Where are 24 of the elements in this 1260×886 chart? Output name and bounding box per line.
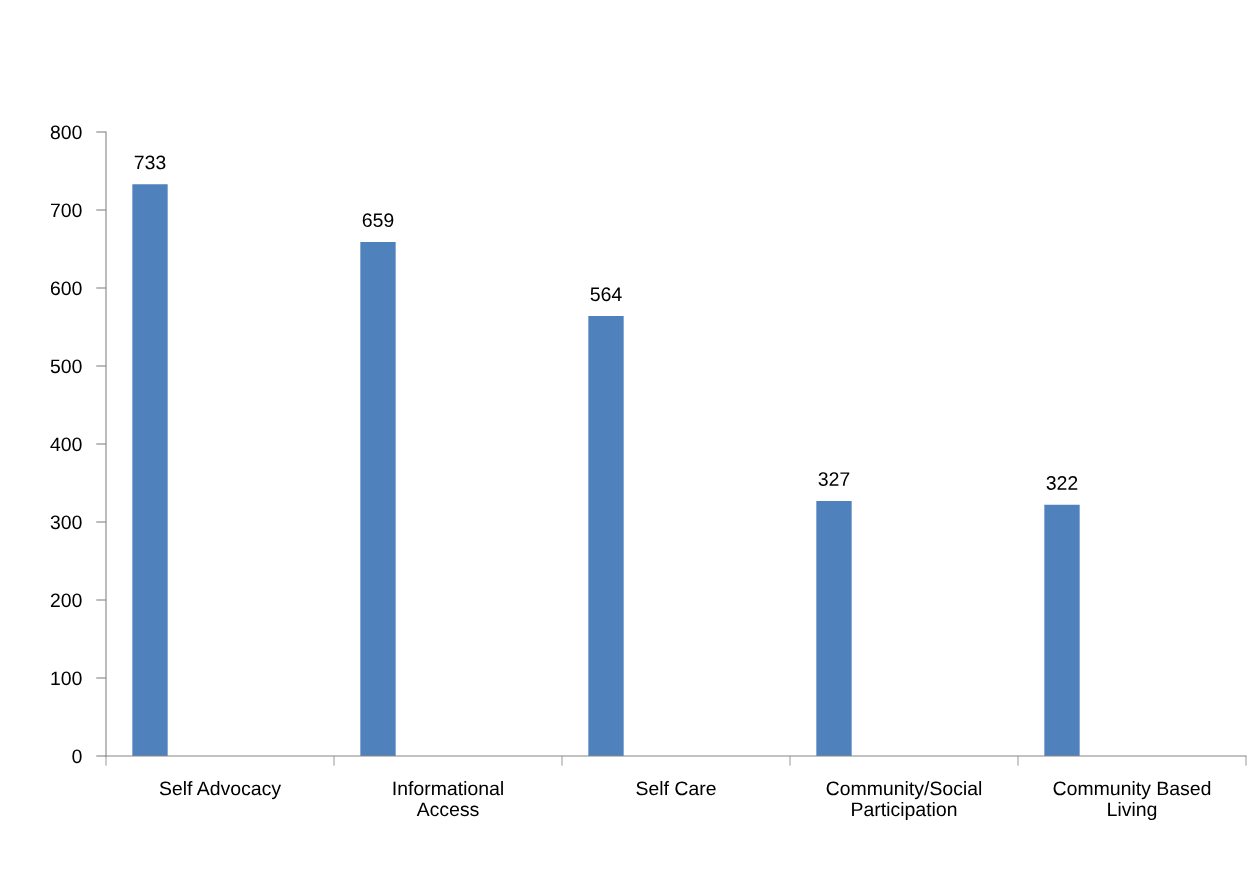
- y-tick-label: 100: [51, 671, 82, 686]
- y-tick-label: 400: [50, 437, 82, 452]
- y-tick-label: 500: [50, 359, 82, 374]
- bar: [816, 500, 852, 756]
- data-label: 322: [1046, 476, 1078, 490]
- bar: [132, 184, 168, 756]
- data-label: 327: [818, 472, 850, 486]
- data-label: 659: [362, 213, 394, 228]
- bar: [1044, 504, 1080, 756]
- data-label: 564: [590, 287, 622, 302]
- x-tick-label: Self Care: [636, 781, 716, 796]
- y-tick-label: 0: [72, 749, 82, 764]
- y-tick-label: 600: [50, 281, 82, 296]
- bar: [360, 241, 396, 756]
- data-label: 733: [134, 155, 166, 170]
- x-tick-label: Informational Access: [393, 781, 503, 817]
- y-tick-label: 200: [50, 593, 82, 608]
- bar: [588, 316, 624, 756]
- x-tick-label: Self Advocacy: [159, 781, 282, 800]
- y-tick-label: 800: [50, 125, 82, 140]
- x-tick-label: Community/Social Participation: [826, 781, 982, 821]
- y-tick-label: 300: [50, 515, 82, 530]
- x-tick-label: Community Based Living: [1053, 781, 1211, 821]
- y-tick-label: 700: [50, 203, 82, 218]
